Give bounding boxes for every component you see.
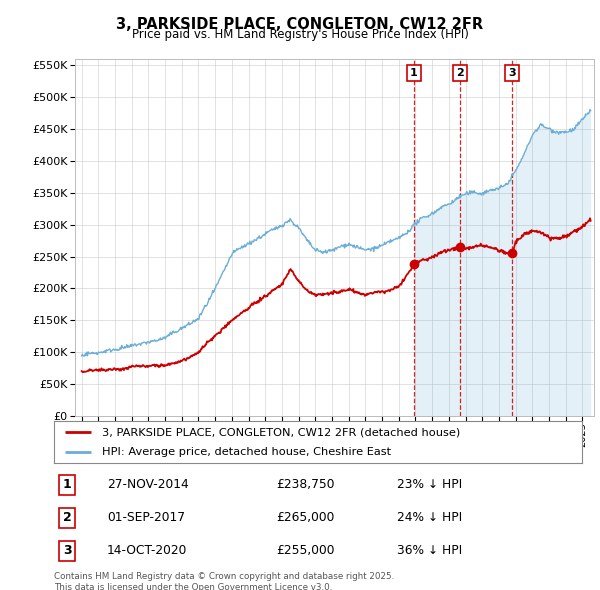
Text: 2: 2 [456,68,464,78]
Text: Contains HM Land Registry data © Crown copyright and database right 2025.
This d: Contains HM Land Registry data © Crown c… [54,572,394,590]
Text: 14-OCT-2020: 14-OCT-2020 [107,544,187,558]
Text: 24% ↓ HPI: 24% ↓ HPI [397,511,463,525]
Text: 3: 3 [63,544,71,558]
Text: 36% ↓ HPI: 36% ↓ HPI [397,544,463,558]
Text: 1: 1 [63,478,71,491]
Text: £238,750: £238,750 [276,478,334,491]
Text: 2: 2 [63,511,71,525]
Text: £265,000: £265,000 [276,511,334,525]
Text: £255,000: £255,000 [276,544,334,558]
Text: 1: 1 [410,68,418,78]
Text: 3, PARKSIDE PLACE, CONGLETON, CW12 2FR (detached house): 3, PARKSIDE PLACE, CONGLETON, CW12 2FR (… [101,427,460,437]
Text: 3: 3 [508,68,516,78]
Text: HPI: Average price, detached house, Cheshire East: HPI: Average price, detached house, Ches… [101,447,391,457]
Text: 3, PARKSIDE PLACE, CONGLETON, CW12 2FR: 3, PARKSIDE PLACE, CONGLETON, CW12 2FR [116,17,484,31]
Text: 23% ↓ HPI: 23% ↓ HPI [397,478,463,491]
Text: 01-SEP-2017: 01-SEP-2017 [107,511,185,525]
Text: Price paid vs. HM Land Registry's House Price Index (HPI): Price paid vs. HM Land Registry's House … [131,28,469,41]
Text: 27-NOV-2014: 27-NOV-2014 [107,478,188,491]
